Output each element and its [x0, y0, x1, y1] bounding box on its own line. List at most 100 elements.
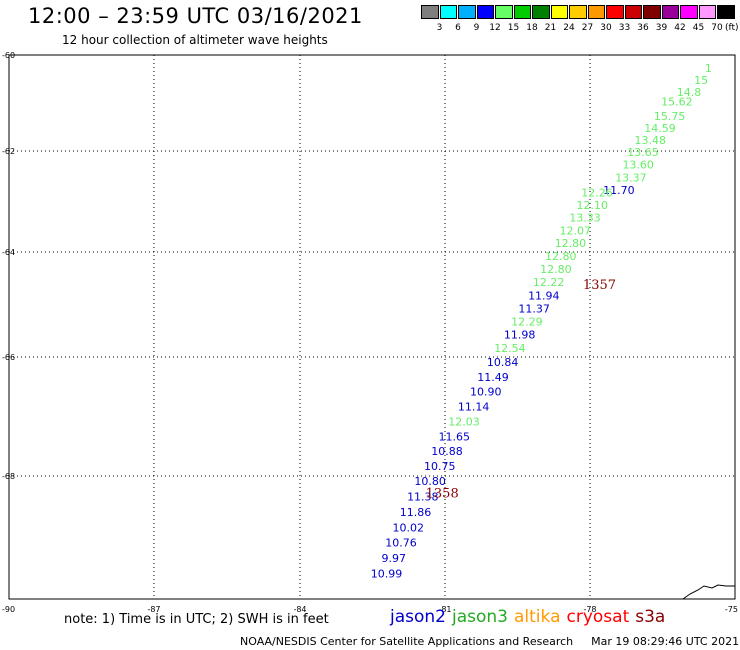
jason3-wave-height-label: 12.29: [511, 316, 543, 329]
time-marker-label: 1358: [426, 487, 459, 502]
colorbar-swatch: [439, 5, 457, 19]
colorbar-label: 12: [489, 23, 501, 33]
jason2-wave-height-label: 9.97: [382, 552, 407, 565]
jason2-wave-height-label: 11.70: [603, 184, 635, 197]
colorbar-swatch: [587, 5, 605, 19]
colorbar-swatch: [550, 5, 568, 19]
colorbar-label: 21: [544, 23, 557, 33]
jason2-wave-height-label: 10.75: [424, 460, 456, 473]
jason3-wave-height-label: 14.8: [677, 86, 702, 99]
legend-item-altika: altika: [514, 607, 561, 627]
colorbar-label: 42: [674, 23, 686, 33]
longitude-tick-label: -81: [438, 605, 451, 614]
jason2-wave-height-label: 11.49: [477, 371, 509, 384]
colorbar-unit: (ft): [725, 23, 739, 33]
colorbar-swatch: [624, 5, 642, 19]
colorbar-swatch: [569, 5, 587, 19]
jason3-wave-height-label: 15: [694, 74, 708, 87]
colorbar-label: 24: [563, 23, 575, 33]
longitude-tick-label: -84: [293, 605, 306, 614]
jason2-wave-height-label: 10.80: [414, 475, 446, 488]
colorbar-swatch: [513, 5, 531, 19]
jason2-wave-height-label: 11.86: [400, 506, 432, 519]
colorbar-swatch: [476, 5, 494, 19]
colorbar-swatch: [698, 5, 716, 19]
jason2-wave-height-label: 11.14: [458, 401, 490, 414]
jason3-wave-height-label: 12.03: [448, 415, 480, 428]
longitude-tick-label: -75: [725, 605, 738, 614]
legend-item-s3a: s3a: [635, 607, 666, 627]
coastline: [682, 584, 735, 600]
jason3-wave-height-label: 12.80: [545, 250, 577, 263]
jason2-wave-height-label: 10.76: [385, 537, 417, 550]
colorbar-swatch: [458, 5, 476, 19]
longitude-tick-label: -78: [583, 605, 596, 614]
colorbar-swatch: [717, 5, 735, 19]
colorbar-label: 45: [692, 23, 705, 33]
latitude-tick-label: -68: [2, 472, 15, 481]
credit-text: NOAA/NESDIS Center for Satellite Applica…: [240, 635, 574, 648]
observation-layer: 10.99 9.97 10.76 10.02 11.86 11.38 10.80 10.75 1…: [371, 62, 712, 581]
footnote: note: 1) Time is in UTC; 2) SWH is in fe…: [64, 612, 329, 627]
jason3-wave-height-label: 13.48: [635, 134, 667, 147]
colorbar-label: 39: [655, 23, 668, 33]
legend-item-jason3: jason3: [452, 607, 508, 627]
map-title: 12:00 – 23:59 UTC 03/16/2021: [28, 4, 363, 28]
jason2-wave-height-label: 10.84: [487, 356, 519, 369]
colorbar-swatch: [532, 5, 550, 19]
latitude-tick-label: -62: [2, 147, 15, 156]
jason3-wave-height-label: 12.80: [555, 237, 587, 250]
jason3-wave-height-label: 12.80: [540, 263, 572, 276]
jason3-wave-height-label: 13.65: [627, 146, 659, 159]
colorbar-label: 3: [436, 23, 443, 33]
jason3-wave-height-label: 13.60: [622, 159, 654, 172]
colorbar: [421, 5, 736, 21]
jason3-wave-height-label: 12.26: [581, 186, 613, 199]
colorbar-label: 33: [618, 23, 631, 33]
colorbar-swatch: [680, 5, 698, 19]
generated-timestamp: Mar 19 08:29:46 UTC 2021: [591, 635, 740, 648]
colorbar-label: 27: [581, 23, 594, 33]
legend-item-jason2: jason2: [390, 607, 446, 627]
jason2-wave-height-label: 10.02: [393, 521, 425, 534]
jason3-wave-height-label: 12.10: [576, 199, 608, 212]
legend-item-cryosat: cryosat: [566, 607, 630, 627]
colorbar-swatch: [495, 5, 513, 19]
satellite-legend: jason2 jason3 altika cryosat s3a: [390, 607, 671, 627]
jason2-wave-height-label: 11.37: [518, 302, 550, 315]
colorbar-swatch: [606, 5, 624, 19]
jason3-wave-height-label: 12.07: [560, 224, 592, 237]
jason2-wave-height-label: 11.98: [504, 329, 536, 342]
colorbar-label: 6: [455, 23, 461, 33]
jason2-wave-height-label: 11.94: [528, 289, 560, 302]
jason3-wave-height-label: 13.33: [569, 212, 601, 225]
colorbar-swatch: [661, 5, 679, 19]
jason3-wave-height-label: 13.37: [615, 171, 647, 184]
jason3-wave-height-label: 15.62: [661, 95, 693, 108]
latitude-tick-label: -60: [2, 51, 15, 60]
jason3-wave-height-label: 15.75: [654, 110, 686, 123]
longitude-tick-label: -87: [147, 605, 160, 614]
colorbar-label: 9: [473, 23, 480, 33]
jason2-wave-height-label: 11.38: [407, 491, 439, 504]
credit-line: NOAA/NESDIS Center for Satellite Applica…: [240, 635, 739, 648]
colorbar-label: 30: [600, 23, 612, 33]
colorbar-label: 18: [526, 23, 538, 33]
jason3-wave-height-label: 14.59: [644, 122, 676, 135]
jason3-wave-height-label: 1: [705, 62, 712, 75]
jason3-wave-height-label: 12.54: [494, 342, 526, 355]
latitude-tick-label: -64: [2, 248, 15, 257]
jason2-wave-height-label: 10.90: [470, 386, 502, 399]
time-marker-label: 1357: [583, 278, 616, 293]
colorbar-swatch: [643, 5, 661, 19]
latitude-tick-label: -66: [2, 353, 15, 362]
colorbar-swatch: [421, 5, 439, 19]
map-frame: [8, 54, 736, 600]
colorbar-label: 36: [637, 23, 649, 33]
colorbar-label: 15: [507, 23, 520, 33]
colorbar-label: 70: [711, 23, 723, 33]
jason2-wave-height-label: 10.99: [371, 567, 403, 580]
jason2-wave-height-label: 11.65: [439, 430, 471, 443]
jason2-wave-height-label: 10.88: [431, 445, 463, 458]
